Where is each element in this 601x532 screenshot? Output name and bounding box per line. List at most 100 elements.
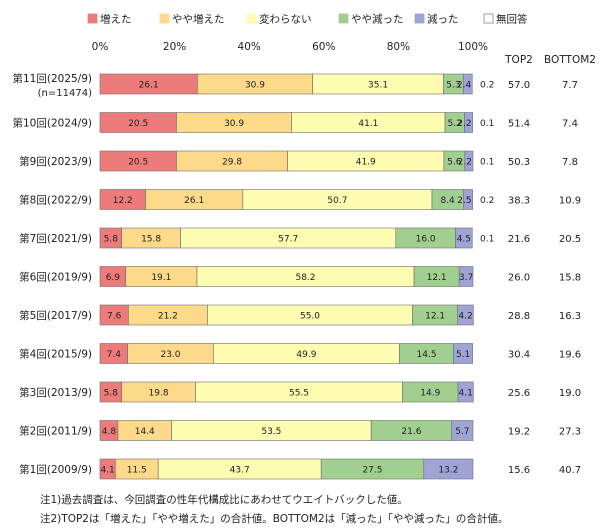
data-label-3-4: 5.6 (447, 158, 462, 168)
bar-segment-4-5 (463, 189, 473, 210)
no-answer-label-3: 0.1 (480, 158, 494, 168)
data-label-9-3: 55.5 (289, 389, 309, 399)
side-value-top2-2: 51.4 (508, 119, 530, 130)
data-label-11-5: 13.2 (438, 466, 458, 476)
category-label-3: 第9回(2023/9) (19, 155, 92, 168)
data-label-7-1: 7.6 (107, 312, 122, 322)
side-value-top2-10: 19.2 (508, 427, 530, 438)
x-tick-label-2: 20% (163, 41, 186, 53)
category-label-9: 第3回(2013/9) (19, 386, 92, 399)
no-answer-label-4: 0.2 (480, 196, 494, 206)
legend-swatch-3 (246, 13, 257, 24)
data-label-6-4: 12.1 (427, 273, 447, 283)
data-label-3-3: 41.9 (356, 158, 376, 168)
side-value-bottom2-2: 7.4 (562, 119, 578, 130)
legend-swatch-2 (159, 13, 170, 24)
data-label-7-2: 21.2 (158, 312, 178, 322)
bar-segment-5-5 (455, 227, 473, 249)
data-label-4-1: 12.2 (113, 196, 133, 206)
side-value-top2-4: 38.3 (508, 196, 530, 207)
data-label-1-2: 30.9 (245, 81, 265, 91)
no-answer-label-2: 0.1 (480, 119, 494, 129)
side-value-bottom2-7: 16.3 (559, 311, 581, 322)
data-label-2-5: 2.2 (457, 119, 471, 129)
bar-segment-9-5 (457, 381, 474, 403)
legend-label-6: 無回答 (496, 13, 528, 26)
x-tick-label-3: 40% (238, 41, 261, 53)
data-label-9-1: 5.8 (104, 389, 119, 399)
legend-swatch-1 (87, 13, 98, 24)
category-label-4: 第8回(2022/9) (19, 194, 92, 207)
data-label-6-5: 3.7 (459, 273, 473, 283)
side-value-top2-7: 28.8 (508, 311, 530, 322)
side-header-top2: TOP2 (504, 54, 533, 66)
side-value-top2-6: 26.0 (508, 273, 530, 284)
data-label-5-5: 4.5 (457, 235, 471, 245)
side-value-bottom2-6: 15.8 (559, 273, 581, 284)
data-label-5-2: 15.8 (141, 235, 161, 245)
data-label-3-5: 2.2 (458, 158, 472, 168)
bar-segment-2-5 (464, 112, 473, 133)
legend-swatch-5 (414, 13, 425, 24)
bar-segment-3-5 (464, 150, 474, 172)
data-label-2-3: 41.1 (358, 119, 378, 129)
category-sublabel-1: (n=11474) (38, 88, 92, 99)
data-label-1-1: 26.1 (139, 81, 159, 91)
category-label-2: 第10回(2024/9) (13, 117, 93, 130)
side-value-top2-5: 21.6 (508, 234, 530, 245)
side-value-top2-9: 25.6 (508, 388, 530, 399)
data-label-8-4: 14.5 (417, 350, 437, 360)
data-label-3-1: 20.5 (128, 158, 148, 168)
data-label-8-3: 49.9 (296, 350, 316, 360)
side-value-bottom2-4: 10.9 (559, 196, 581, 207)
category-label-11: 第1回(2009/9) (19, 463, 92, 476)
side-value-bottom2-8: 19.6 (559, 350, 581, 361)
category-label-10: 第2回(2011/9) (19, 425, 92, 438)
category-label-7: 第5回(2017/9) (19, 309, 92, 322)
side-value-top2-1: 57.0 (508, 80, 530, 91)
data-label-1-5: 2.4 (457, 81, 472, 91)
no-answer-label-5: 0.1 (480, 235, 494, 245)
data-label-6-2: 19.1 (151, 273, 171, 283)
legend-label-5: 減った (427, 13, 459, 26)
side-value-bottom2-5: 20.5 (559, 234, 581, 245)
data-label-10-3: 53.5 (261, 427, 281, 437)
data-label-2-1: 20.5 (128, 119, 148, 129)
data-label-11-2: 11.5 (127, 466, 147, 476)
bar-segment-10-5 (451, 420, 474, 441)
x-tick-label-5: 80% (387, 41, 410, 53)
data-label-10-5: 5.7 (455, 427, 469, 437)
legend-swatch-4 (338, 13, 349, 24)
data-label-7-4: 12.1 (425, 312, 445, 322)
data-label-6-3: 58.2 (295, 273, 315, 283)
data-label-9-2: 19.8 (149, 389, 169, 399)
legend-label-4: やや減った (351, 13, 404, 26)
data-label-8-5: 5.1 (456, 350, 470, 360)
legend-label-1: 増えた (100, 13, 132, 26)
data-label-9-5: 4.1 (459, 389, 473, 399)
data-label-4-2: 26.1 (184, 196, 204, 206)
data-label-2-2: 30.9 (224, 119, 244, 129)
note-1: 注1)過去調査は、今回調査の性年代構成比にあわせてウエイトバックした値。 (40, 494, 408, 506)
side-value-bottom2-11: 40.7 (559, 465, 581, 476)
bar-segment-1-5 (463, 73, 473, 95)
side-value-bottom2-1: 7.7 (562, 80, 578, 91)
data-label-4-3: 50.7 (327, 196, 347, 206)
data-label-4-5: 2.5 (457, 196, 471, 206)
bar-segment-6-5 (458, 266, 474, 287)
side-value-top2-8: 30.4 (508, 350, 530, 361)
data-label-5-3: 57.7 (278, 235, 298, 245)
side-value-bottom2-9: 19.0 (559, 388, 581, 399)
bar-segment-11-5 (423, 458, 474, 480)
data-label-8-2: 23.0 (160, 350, 180, 360)
data-label-11-1: 4.1 (100, 466, 114, 476)
side-value-bottom2-10: 27.3 (559, 427, 581, 438)
x-tick-label-6: 100% (458, 41, 488, 53)
category-label-1: 第11回(2025/9) (13, 72, 93, 85)
data-label-6-1: 6.9 (106, 273, 121, 283)
data-label-11-3: 43.7 (230, 466, 250, 476)
legend-label-2: やや増えた (172, 13, 225, 26)
data-label-10-4: 21.6 (401, 427, 421, 437)
data-label-5-1: 5.8 (104, 235, 119, 245)
data-label-2-4: 5.2 (448, 119, 462, 129)
